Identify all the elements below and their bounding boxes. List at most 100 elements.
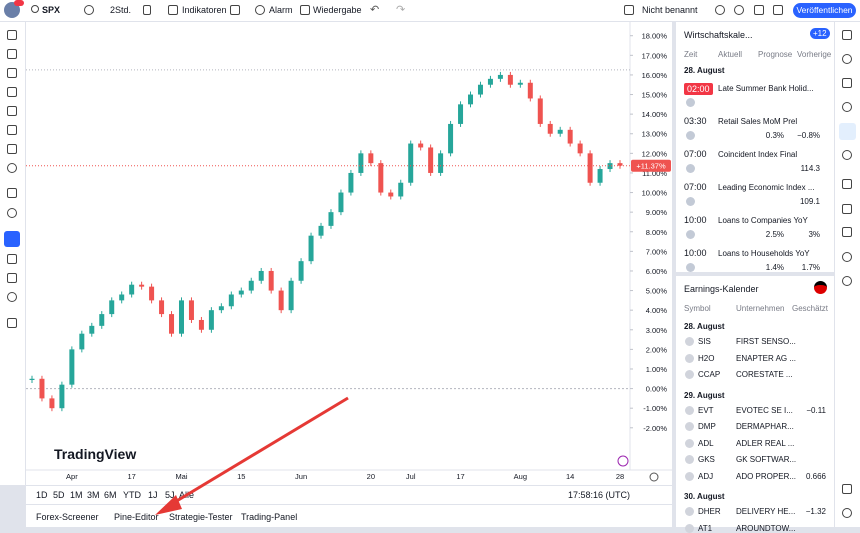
alert-button[interactable]: Alarm <box>269 5 293 15</box>
timeframe-button[interactable]: 1D <box>36 490 48 500</box>
timeframe-button[interactable]: 6M <box>104 490 117 500</box>
timeframe-button[interactable]: YTD <box>123 490 141 500</box>
tool-pattern[interactable] <box>7 87 17 97</box>
tool-brush[interactable] <box>7 125 17 135</box>
tool-forecast[interactable] <box>7 106 17 116</box>
company-logo <box>685 422 694 431</box>
chart-type-icon[interactable] <box>143 5 151 15</box>
interval[interactable]: 2Std. <box>110 5 132 15</box>
tool-measure[interactable] <box>7 188 17 198</box>
candle <box>159 300 165 315</box>
publish-button[interactable]: Veröffentlichen <box>793 3 856 18</box>
calendar-panel: Wirtschaftskale... +12 Zeit Aktuell Prognose… <box>676 22 834 533</box>
chats[interactable] <box>842 179 852 189</box>
candle <box>378 163 384 193</box>
hotlists[interactable] <box>842 102 852 112</box>
tool-fib[interactable] <box>7 68 17 78</box>
tool-trendline[interactable] <box>7 49 17 59</box>
earnings-symbol[interactable]: GKS <box>698 455 715 464</box>
more-count[interactable]: +12 <box>810 28 830 39</box>
earnings-symbol[interactable]: H2O <box>698 353 715 363</box>
event-name[interactable]: Retail Sales MoM Prel <box>718 117 798 126</box>
company-logo <box>685 337 694 346</box>
timeframe-button[interactable]: 5D <box>53 490 65 500</box>
redo[interactable]: ↷ <box>396 4 406 16</box>
event-name[interactable]: Loans to Households YoY <box>718 249 810 258</box>
earnings-company: AROUNDTOW... <box>736 523 796 533</box>
layers[interactable] <box>842 484 852 494</box>
bottom-tab[interactable]: Trading-Panel <box>241 512 298 522</box>
country-flag <box>686 164 695 173</box>
earnings-company: EVOTEC SE I... <box>736 405 793 415</box>
tool-icons[interactable] <box>7 163 17 173</box>
bottom-tab[interactable]: Strategie-Tester <box>169 512 233 522</box>
event-previous: 114.3 <box>800 164 820 173</box>
tool-zoom[interactable] <box>7 208 17 218</box>
tool-text[interactable] <box>7 144 17 154</box>
tool-cursor[interactable] <box>7 30 17 40</box>
undo[interactable]: ↶ <box>370 4 380 16</box>
earnings-symbol[interactable]: AT1 <box>698 523 713 533</box>
event-forecast: 0.3% <box>765 131 784 140</box>
tool-hide[interactable] <box>7 292 17 302</box>
snapshot[interactable] <box>773 5 783 15</box>
column-header: Zeit <box>684 50 698 59</box>
column-header: Unternehmen <box>736 304 785 313</box>
data-window[interactable] <box>842 78 852 88</box>
event-name[interactable]: Loans to Companies YoY <box>718 216 808 225</box>
earnings-symbol[interactable]: CCAP <box>698 370 721 379</box>
templates-icon[interactable] <box>230 5 240 15</box>
company-logo <box>685 370 694 379</box>
earnings-symbol[interactable]: EVT <box>698 405 714 415</box>
notifications[interactable] <box>842 276 852 286</box>
fullscreen[interactable] <box>754 5 764 15</box>
replay-button[interactable]: Wiedergabe <box>313 5 362 15</box>
timeframe-button[interactable]: Alle <box>179 490 195 500</box>
event-icon[interactable] <box>617 455 629 467</box>
earnings-symbol[interactable]: ADL <box>698 438 714 448</box>
help[interactable] <box>842 508 852 518</box>
earnings-symbol[interactable]: DMP <box>698 422 716 431</box>
event-name[interactable]: Late Summer Bank Holid... <box>718 84 814 93</box>
tool-delete[interactable] <box>7 318 17 328</box>
watchlist[interactable] <box>842 30 852 40</box>
symbol[interactable]: SPX <box>42 5 61 15</box>
ideas[interactable] <box>842 150 852 160</box>
earnings-symbol[interactable]: ADJ <box>698 471 714 481</box>
divider <box>676 272 834 276</box>
timeframe-button[interactable]: 1M <box>70 490 83 500</box>
bottom-tab[interactable]: Forex-Screener <box>36 512 99 522</box>
candle <box>408 143 414 183</box>
bottom-tab[interactable]: Pine-Editor <box>114 512 159 522</box>
earnings-symbol[interactable]: DHER <box>698 507 721 516</box>
add-symbol-icon[interactable] <box>84 5 94 15</box>
last-price-tag <box>631 159 671 172</box>
layout-name[interactable]: Nicht benannt <box>642 5 698 15</box>
earnings-symbol[interactable]: SIS <box>698 337 711 346</box>
tool-draw-mode[interactable] <box>7 254 17 264</box>
candle <box>497 74 503 79</box>
candle <box>79 333 85 350</box>
tool-lock[interactable] <box>7 273 17 283</box>
country-flag <box>686 263 695 272</box>
event-name[interactable]: Coincident Index Final <box>718 150 798 159</box>
timeframe-button[interactable]: 5J <box>165 490 175 500</box>
candle <box>577 143 583 154</box>
avatar[interactable] <box>4 2 20 18</box>
event-name[interactable]: Leading Economic Index ... <box>718 183 815 192</box>
axis-settings[interactable] <box>649 472 659 482</box>
tool-magnet[interactable] <box>4 231 20 247</box>
x-tick-label: 28 <box>616 472 624 481</box>
news[interactable] <box>842 204 852 214</box>
calendar-active[interactable] <box>839 123 856 140</box>
settings[interactable] <box>734 5 744 15</box>
alerts[interactable] <box>842 54 852 64</box>
y-tick-label: 7.00% <box>646 247 668 256</box>
timeframe-button[interactable]: 1J <box>148 490 158 500</box>
quick-search[interactable] <box>715 5 725 15</box>
timeframe-button[interactable]: 3M <box>87 490 100 500</box>
screener[interactable] <box>842 227 852 237</box>
streams[interactable] <box>842 252 852 262</box>
indicators-button[interactable]: Indikatoren <box>182 5 227 15</box>
event-previous: −0.8% <box>797 131 820 140</box>
